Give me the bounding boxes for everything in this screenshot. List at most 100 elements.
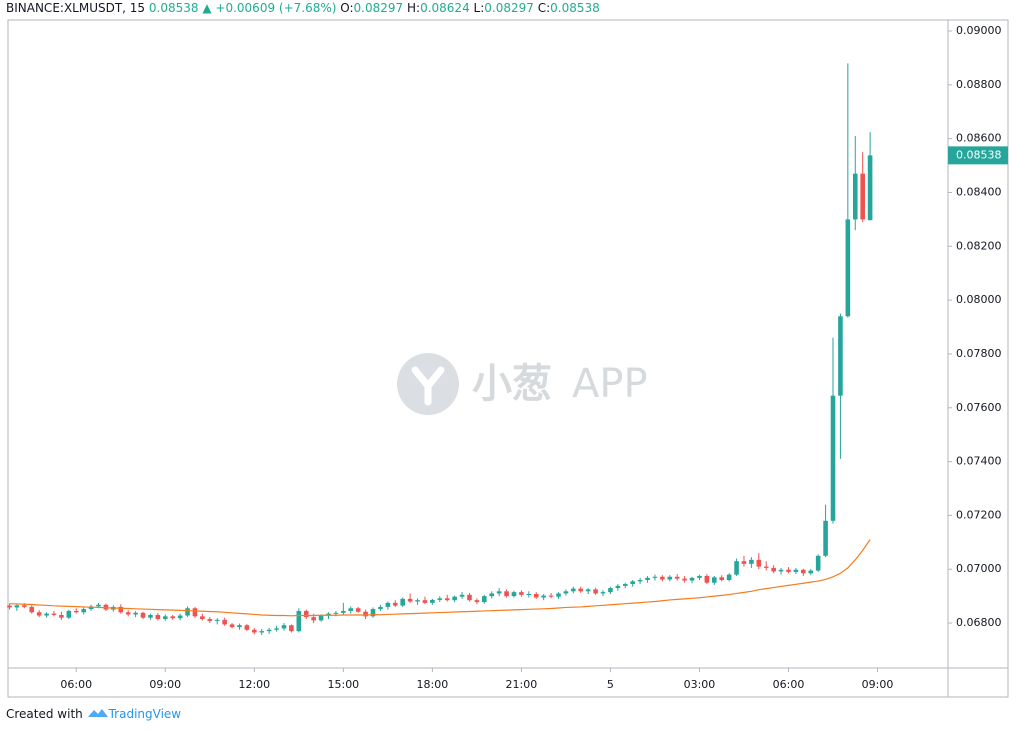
candle-body bbox=[734, 561, 739, 575]
l-label: L: bbox=[473, 1, 485, 15]
candle-body bbox=[815, 555, 821, 571]
h-label: H: bbox=[407, 1, 421, 15]
candle-body bbox=[682, 578, 687, 581]
candle-body bbox=[400, 598, 405, 606]
candle-body bbox=[170, 616, 176, 619]
candle-body bbox=[563, 591, 569, 594]
candle-body bbox=[274, 628, 279, 630]
candle-body bbox=[496, 591, 502, 594]
candle-body bbox=[14, 605, 20, 608]
tv-logo bbox=[87, 709, 108, 717]
candle-body bbox=[771, 567, 776, 572]
candle-body bbox=[482, 596, 487, 603]
candle-body bbox=[452, 596, 457, 601]
candle-body bbox=[51, 613, 57, 615]
candles bbox=[7, 63, 873, 636]
x-tick-label: 21:00 bbox=[506, 678, 538, 691]
candle-body bbox=[519, 592, 524, 595]
c-label: C: bbox=[537, 1, 551, 15]
candle-body bbox=[504, 591, 509, 597]
candle-body bbox=[778, 569, 784, 572]
candle-body bbox=[207, 619, 213, 621]
l-value: 0.08297 bbox=[484, 1, 534, 15]
candle-body bbox=[674, 576, 680, 579]
candle-body bbox=[622, 584, 628, 586]
candle-body bbox=[645, 577, 650, 581]
candle-body bbox=[259, 631, 265, 633]
last-price-tag bbox=[948, 146, 1008, 165]
candle-body bbox=[341, 610, 346, 613]
candle-body bbox=[467, 594, 472, 601]
candle-body bbox=[459, 594, 465, 597]
candle-body bbox=[852, 173, 858, 220]
candle-body bbox=[541, 595, 546, 598]
candle-body bbox=[81, 609, 86, 613]
candle-body bbox=[222, 619, 227, 625]
created-with: Created with bbox=[6, 707, 83, 721]
candle-body bbox=[73, 610, 79, 613]
y-tick-label: 0.07200 bbox=[956, 508, 1002, 521]
footer: Created with TradingView bbox=[6, 707, 181, 721]
candle-body bbox=[296, 610, 302, 632]
candle-body bbox=[318, 615, 324, 621]
change: ▲ +0.00609 (+7.68%) bbox=[202, 1, 337, 15]
candle-body bbox=[326, 613, 331, 616]
last: 0.08538 bbox=[148, 1, 199, 15]
watermark: 小葱 APP bbox=[397, 353, 648, 415]
o-value: 0.08297 bbox=[353, 1, 404, 15]
candle-body bbox=[66, 610, 72, 618]
candle-body bbox=[422, 600, 428, 603]
candle-body bbox=[44, 613, 49, 616]
x-tick-label: 5 bbox=[607, 678, 614, 691]
c-value: 0.08538 bbox=[550, 1, 600, 15]
y-tick-label: 0.06800 bbox=[956, 616, 1002, 629]
candle-body bbox=[311, 617, 316, 621]
candle-body bbox=[801, 569, 806, 574]
candle-body bbox=[363, 611, 368, 617]
candle-body bbox=[444, 598, 450, 601]
watermark-suffix: APP bbox=[572, 361, 648, 407]
candle-body bbox=[860, 173, 865, 220]
x-tick-label: 03:00 bbox=[684, 678, 716, 691]
candle-body bbox=[808, 570, 814, 574]
candle-body bbox=[704, 575, 710, 583]
candle-body bbox=[838, 316, 843, 396]
y-tick-label: 0.07800 bbox=[956, 347, 1002, 360]
watermark-logo-mark bbox=[411, 366, 445, 406]
candle-body bbox=[667, 576, 673, 580]
y-tick-label: 0.09000 bbox=[956, 24, 1002, 37]
candle-body bbox=[415, 600, 420, 602]
last-price-label: 0.08538 bbox=[956, 148, 1002, 161]
candle-body bbox=[437, 598, 443, 600]
candle-body bbox=[763, 566, 769, 568]
x-tick-label: 12:00 bbox=[238, 678, 270, 691]
candle-body bbox=[697, 575, 702, 578]
candle-body bbox=[385, 602, 391, 607]
candle-body bbox=[407, 598, 413, 602]
candle-body bbox=[845, 219, 851, 317]
candle-body bbox=[489, 593, 495, 597]
tradingview[interactable]: TradingView bbox=[108, 707, 182, 721]
candle-body bbox=[252, 629, 257, 633]
candle-body bbox=[689, 577, 695, 581]
candle-body bbox=[237, 625, 242, 628]
change-value: +0.00609 (+7.68%) bbox=[215, 1, 337, 15]
candle-body bbox=[608, 588, 613, 593]
candle-body bbox=[155, 614, 161, 620]
candle-body bbox=[600, 592, 606, 594]
candle-body bbox=[637, 580, 643, 582]
y-tick-label: 0.07400 bbox=[956, 455, 1002, 468]
x-tick-label: 09:00 bbox=[149, 678, 181, 691]
candle-body bbox=[741, 561, 747, 564]
candle-body bbox=[333, 612, 339, 614]
candle-body bbox=[29, 606, 35, 613]
candle-body bbox=[756, 559, 762, 567]
candle-body bbox=[593, 589, 598, 594]
candle-body bbox=[192, 608, 198, 617]
candle-body bbox=[125, 612, 131, 615]
y-tick-label: 0.07600 bbox=[956, 401, 1002, 414]
candle-body bbox=[229, 624, 235, 628]
candle-body bbox=[370, 609, 376, 617]
candle-body bbox=[526, 593, 532, 595]
candle-body bbox=[578, 588, 584, 592]
